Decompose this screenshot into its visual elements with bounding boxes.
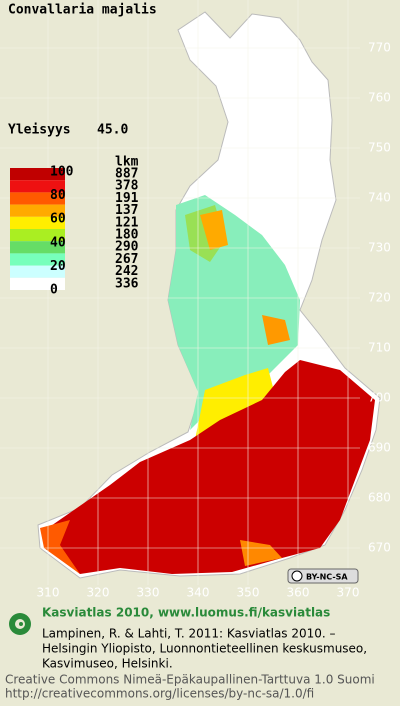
cc-badge <box>287 568 359 584</box>
scale-label: 40 <box>50 235 66 250</box>
zone-red <box>44 360 375 574</box>
legend-swatch <box>10 265 65 278</box>
legend-swatch <box>10 180 65 193</box>
east-label: 320 <box>87 586 110 600</box>
cc-badge-label: BY-NC-SA <box>306 573 348 582</box>
legend-count: 378 <box>115 179 139 194</box>
zone-orange-edge2 <box>240 540 282 566</box>
legend-count: 180 <box>115 228 139 243</box>
legend-swatch <box>10 277 65 290</box>
zone-orange2 <box>262 315 290 345</box>
legend-count: 267 <box>115 252 138 267</box>
north-label: 690 <box>368 441 391 455</box>
legend-swatch <box>10 168 65 181</box>
citation-line: Kasvimuseo, Helsinki. <box>42 657 173 671</box>
east-label: 310 <box>37 586 60 600</box>
legend-swatch <box>10 241 65 254</box>
scale-label: 60 <box>50 212 66 227</box>
legend-count: 336 <box>115 276 139 291</box>
north-label: 760 <box>368 91 391 105</box>
north-label: 670 <box>368 541 391 555</box>
legend-swatch <box>10 216 65 229</box>
scale-label: 20 <box>50 259 66 274</box>
citation-line: Helsingin Yliopisto, Luonnontieteellinen… <box>42 642 367 656</box>
zone-orange <box>200 210 228 250</box>
legend-swatch <box>10 229 65 242</box>
scale-label: 80 <box>50 188 66 203</box>
legend-count: 191 <box>115 191 139 206</box>
scale-label: 100 <box>50 165 74 180</box>
count-header: lkm <box>115 155 139 170</box>
legend-count: 242 <box>115 264 138 279</box>
map-grid: 770 760 750 740 730 720 710 700 690 680 670 310 320 3… <box>0 0 391 600</box>
east-label: 330 <box>137 586 160 600</box>
cc-icon <box>291 570 303 582</box>
north-label: 730 <box>368 241 391 255</box>
legend-swatch <box>10 204 65 217</box>
east-label: 360 <box>287 586 310 600</box>
zone-orange-edge <box>40 520 80 574</box>
legend-count: 137 <box>115 203 138 218</box>
north-label: 770 <box>368 41 391 55</box>
map-title: Convallaria majalis <box>8 3 157 18</box>
east-label: 350 <box>237 586 260 600</box>
scale-label: 0 <box>50 283 58 298</box>
legend-swatch <box>10 192 65 205</box>
north-label: 710 <box>368 341 391 355</box>
north-label: 680 <box>368 491 391 505</box>
frequency-value: 45.0 <box>97 123 128 138</box>
north-label: 740 <box>368 191 391 205</box>
legend-swatch <box>10 253 65 266</box>
east-label: 340 <box>187 586 210 600</box>
legend-count: 121 <box>115 215 139 230</box>
license-line: Creative Commons Nimeä-Epäkaupallinen-Ta… <box>5 673 375 687</box>
north-label: 750 <box>368 141 391 155</box>
license-url[interactable]: http://creativecommons.org/licenses/by-n… <box>5 687 314 701</box>
zone-yellow <box>195 368 275 440</box>
footer-heading: Kasviatlas 2010, www.luomus.fi/kasviatla… <box>42 606 330 620</box>
logo <box>9 613 31 635</box>
north-label: 720 <box>368 291 391 305</box>
legend-count: 887 <box>115 167 138 182</box>
east-label: 370 <box>337 586 360 600</box>
citation-line: Lampinen, R. & Lahti, T. 2011: Kasviatla… <box>42 627 336 641</box>
legend-count: 290 <box>115 240 139 255</box>
frequency-label: Yleisyys <box>8 123 71 138</box>
north-label: 700 <box>368 391 391 405</box>
